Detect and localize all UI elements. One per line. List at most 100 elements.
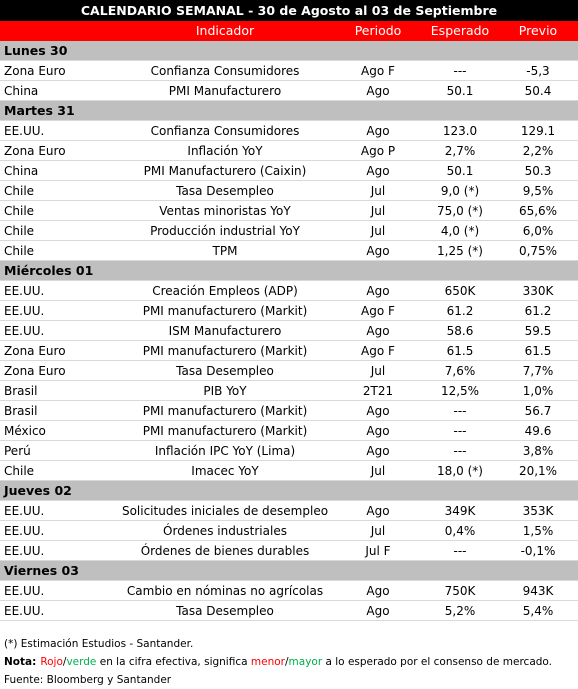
expected: 4,0 (*) <box>440 224 480 238</box>
country: EE.UU. <box>4 504 45 518</box>
header-cell: Periodo <box>354 23 402 38</box>
country: Chile <box>4 464 35 478</box>
indicator: Imacec YoY <box>191 464 259 478</box>
indicator: Solicitudes iniciales de desempleo <box>121 504 329 518</box>
period: Ago <box>366 424 390 438</box>
note-text: a lo esperado por el consenso de mercado… <box>322 656 552 668</box>
period: 2T21 <box>362 384 394 398</box>
previous: 1,0% <box>522 384 554 398</box>
data-row: Chile Ventas minoristas YoY Jul 75,0 (*) 65,… <box>0 201 578 221</box>
indicator: Órdenes de bienes durables <box>140 544 310 558</box>
previous: 61.5 <box>524 344 552 358</box>
expected: 58.6 <box>446 324 474 338</box>
header-cell: Indicador <box>195 23 255 38</box>
data-row: México PMI manufacturero (Markit) Ago --- 49… <box>0 421 578 441</box>
data-row: EE.UU. Solicitudes iniciales de desempleo… <box>0 501 578 521</box>
period: Ago <box>366 604 390 618</box>
note: Nota: Rojo/verde en la cifra efectiva, si… <box>4 656 552 668</box>
expected: 18,0 (*) <box>437 464 483 478</box>
indicator: PMI manufacturero (Markit) <box>142 424 308 438</box>
data-row: Perú Inflación IPC YoY (Lima) Ago --- 3,8% <box>0 441 578 461</box>
expected: 1,25 (*) <box>437 244 483 258</box>
period: Ago <box>366 284 390 298</box>
data-row: Brasil PIB YoY 2T21 12,5% 1,0% <box>0 381 578 401</box>
data-row: EE.UU. Órdenes de bienes durables Jul F ---… <box>0 541 578 561</box>
country: Chile <box>4 224 35 238</box>
period: Ago <box>366 404 390 418</box>
period: Ago <box>366 324 390 338</box>
data-row: Zona Euro PMI manufacturero (Markit) Ago F… <box>0 341 578 361</box>
data-row: EE.UU. Creación Empleos (ADP) Ago 650K 330K <box>0 281 578 301</box>
previous: 330K <box>522 284 554 298</box>
period: Jul F <box>365 544 391 558</box>
period: Ago P <box>360 144 396 158</box>
data-row: EE.UU. Confianza Consumidores Ago 123.0 129.… <box>0 121 578 141</box>
indicator: TPM <box>212 244 238 258</box>
previous: 3,8% <box>522 444 554 458</box>
country: EE.UU. <box>4 544 45 558</box>
country: EE.UU. <box>4 304 45 318</box>
indicator: ISM Manufacturero <box>168 324 282 338</box>
country: EE.UU. <box>4 124 45 138</box>
expected: 650K <box>444 284 476 298</box>
previous: 129.1 <box>520 124 556 138</box>
country: Zona Euro <box>4 64 66 78</box>
expected: 7,6% <box>444 364 476 378</box>
country: China <box>4 164 39 178</box>
period: Jul <box>370 224 386 238</box>
period: Ago <box>366 164 390 178</box>
data-row: Chile TPM Ago 1,25 (*) 0,75% <box>0 241 578 261</box>
country: EE.UU. <box>4 584 45 598</box>
period: Ago <box>366 584 390 598</box>
data-row: Zona Euro Confianza Consumidores Ago F --- -… <box>0 61 578 81</box>
country: Zona Euro <box>4 364 66 378</box>
previous: 7,7% <box>522 364 554 378</box>
indicator: PIB YoY <box>203 384 247 398</box>
previous: 6,0% <box>522 224 554 238</box>
note-text: menor <box>250 656 285 668</box>
title: CALENDARIO SEMANAL - 30 de Agosto al 03 … <box>0 0 578 21</box>
indicator: PMI manufacturero (Markit) <box>142 344 308 358</box>
previous: 9,5% <box>522 184 554 198</box>
indicator: Confianza Consumidores <box>150 124 300 138</box>
country: Chile <box>4 244 35 258</box>
data-row: Chile Tasa Desempleo Jul 9,0 (*) 9,5% <box>0 181 578 201</box>
day-row: Jueves 02 <box>0 481 578 501</box>
data-row: China PMI Manufacturero Ago 50.1 50.4 <box>0 81 578 101</box>
previous: 50.4 <box>524 84 552 98</box>
previous: 65,6% <box>518 204 558 218</box>
expected: 349K <box>444 504 476 518</box>
previous: 61.2 <box>524 304 552 318</box>
indicator: PMI manufacturero (Markit) <box>142 304 308 318</box>
indicator: Inflación YoY <box>187 144 263 158</box>
period: Ago <box>366 244 390 258</box>
expected: 123.0 <box>442 124 478 138</box>
country: China <box>4 84 39 98</box>
expected: --- <box>453 544 467 558</box>
country: Brasil <box>4 404 38 418</box>
note-text: / <box>284 656 289 668</box>
country: EE.UU. <box>4 284 45 298</box>
note-text: / <box>62 656 67 668</box>
period: Ago <box>366 84 390 98</box>
previous: 1,5% <box>522 524 554 538</box>
header-cell: Esperado <box>430 23 490 38</box>
indicator: Tasa Desempleo <box>176 184 274 198</box>
indicator: Cambio en nóminas no agrícolas <box>126 584 324 598</box>
expected: 0,4% <box>444 524 476 538</box>
data-row: Brasil PMI manufacturero (Markit) Ago --- 56… <box>0 401 578 421</box>
note-text: verde <box>66 656 97 668</box>
data-row: EE.UU. Tasa Desempleo Ago 5,2% 5,4% <box>0 601 578 621</box>
data-row: China PMI Manufacturero (Caixin) Ago 50.1 50… <box>0 161 578 181</box>
country: México <box>4 424 46 438</box>
previous: 50.3 <box>524 164 552 178</box>
data-row: Zona Euro Tasa Desempleo Jul 7,6% 7,7% <box>0 361 578 381</box>
period: Jul <box>370 464 386 478</box>
indicator: Confianza Consumidores <box>150 64 300 78</box>
day-row: Martes 31 <box>0 101 578 121</box>
expected: --- <box>453 424 467 438</box>
expected: 2,7% <box>444 144 476 158</box>
previous: 20,1% <box>518 464 558 478</box>
country: EE.UU. <box>4 324 45 338</box>
